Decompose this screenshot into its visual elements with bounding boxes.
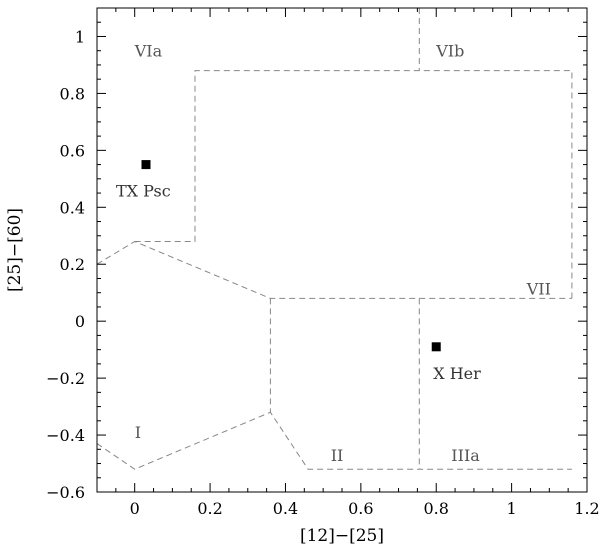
x-tick-label: 1 — [507, 499, 517, 518]
plot-frame — [96, 7, 588, 493]
y-tick-label: 0.6 — [60, 141, 85, 160]
y-tick-label: −0.4 — [46, 426, 85, 445]
x-tick-label: 0.4 — [273, 499, 298, 518]
region-label: IIIa — [451, 446, 480, 465]
axis-tick-labels: 0 0.2 0.4 0.6 0.8 1 1.2 −0.6 −0.4 −0.2 0 0.2 0.4 0.6 0… — [46, 27, 600, 518]
region-label: I — [135, 423, 141, 442]
region-boundary — [134, 70, 573, 299]
y-tick-label: 0.2 — [60, 255, 85, 274]
x-tick-label: 0 — [130, 499, 140, 518]
y-tick-label: 0.4 — [60, 198, 85, 217]
x-axis-label: [12]−[25] — [300, 526, 384, 546]
star-label: X Her — [433, 364, 481, 383]
y-tick-label: 0.8 — [60, 84, 85, 103]
y-tick-label: 1 — [75, 27, 85, 46]
region-label: VII — [526, 279, 551, 298]
x-tick-label: 1.2 — [574, 499, 599, 518]
data-points: TX Psc X Her — [116, 160, 481, 383]
y-axis-label: [25]−[60] — [5, 208, 25, 292]
star-label: TX Psc — [116, 182, 171, 201]
x-tick-label: 0.8 — [424, 499, 449, 518]
axis-ticks — [96, 7, 588, 492]
region-label: VIb — [435, 42, 464, 61]
region-boundary — [96, 240, 572, 299]
star-point — [141, 160, 151, 170]
y-tick-label: 0 — [75, 312, 85, 331]
y-tick-label: −0.6 — [46, 483, 85, 502]
x-tick-label: 0.6 — [348, 499, 373, 518]
region-label: II — [331, 446, 344, 465]
region-boundaries — [96, 8, 573, 470]
region-boundary — [96, 411, 572, 470]
star-point — [431, 342, 441, 352]
region-label: VIa — [134, 42, 163, 61]
y-tick-label: −0.2 — [46, 369, 85, 388]
x-tick-label: 0.2 — [197, 499, 222, 518]
